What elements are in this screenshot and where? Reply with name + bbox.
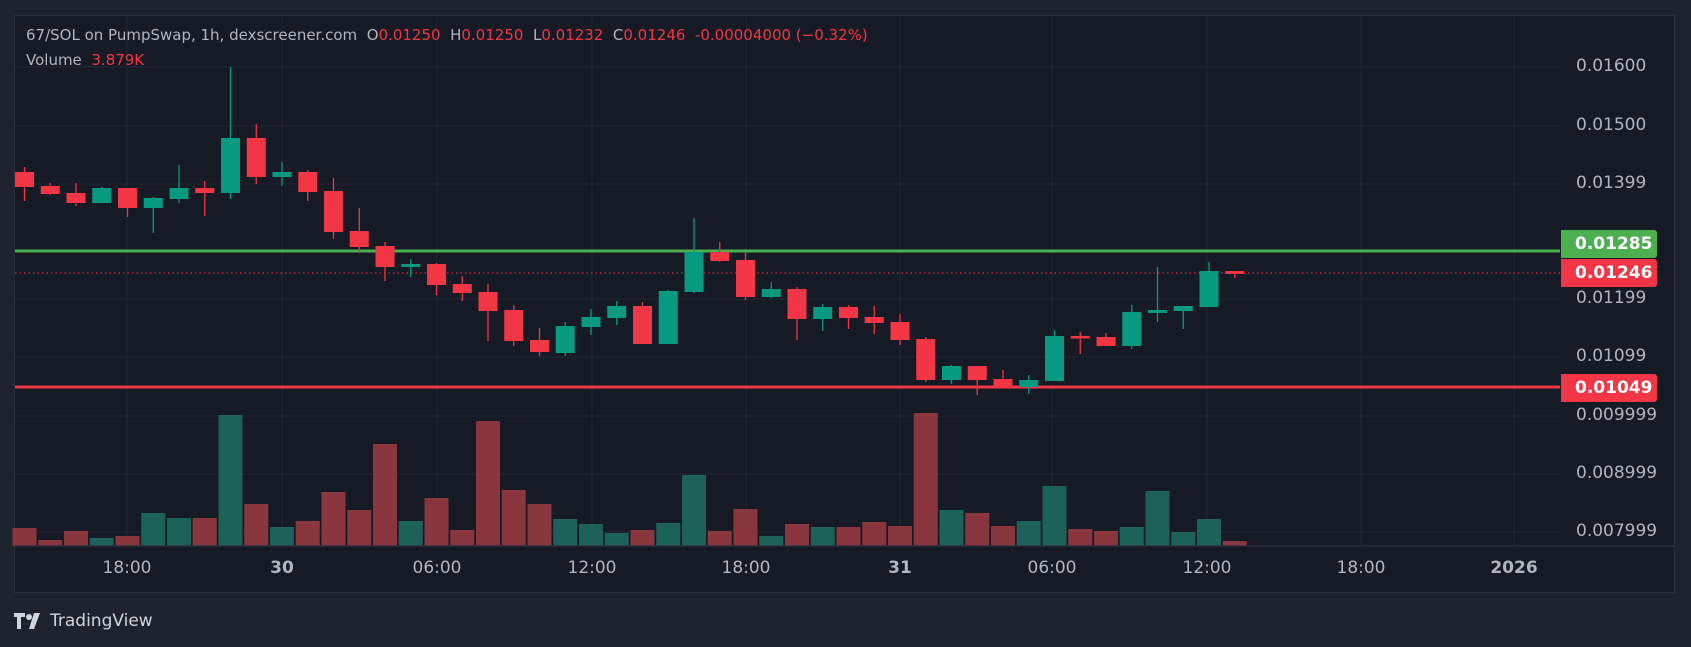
price-tick-label: 0.01500 [1576,115,1647,135]
price-tick-label: 0.008999 [1576,463,1658,483]
open-value: 0.01250 [378,26,441,44]
volume-legend: Volume 3.879K [26,51,145,69]
price-tick-label: 0.007999 [1576,521,1658,541]
time-tick-label: 2026 [1490,558,1538,578]
time-tick-label: 18:00 [721,558,771,578]
tradingview-icon [14,613,40,629]
grid-lines [15,16,1560,546]
volume-bars [12,413,1247,546]
time-tick-label: 30 [270,558,294,578]
time-tick-label: 06:00 [1027,558,1077,578]
price-tag: 0.01246 [1561,259,1657,287]
time-tick-label: 18:00 [1336,558,1386,578]
close-value: 0.01246 [623,26,686,44]
price-tick-label: 0.01099 [1576,346,1647,366]
time-tick-label: 18:00 [102,558,152,578]
price-tick-label: 0.01199 [1576,288,1647,308]
time-tick-label: 31 [888,558,912,578]
time-tick-label: 12:00 [567,558,617,578]
price-tag: 0.01049 [1561,374,1657,402]
symbol-title: 67/SOL on PumpSwap, 1h, dexscreener.com [26,26,358,44]
time-tick-label: 06:00 [412,558,462,578]
change-value: -0.00004000 (−0.32%) [694,26,868,44]
volume-value: 3.879K [91,51,145,69]
candles [15,67,1245,395]
chart-legend: 67/SOL on PumpSwap, 1h, dexscreener.com … [26,26,868,44]
price-tick-label: 0.009999 [1576,405,1658,425]
price-tick-label: 0.01399 [1576,173,1647,193]
time-tick-label: 12:00 [1182,558,1232,578]
horizontal-lines [15,249,1560,389]
price-tick-label: 0.01600 [1576,56,1647,76]
tradingview-logo[interactable]: TradingView [14,611,153,631]
chart-panel[interactable] [14,15,1675,593]
high-value: 0.01250 [461,26,524,44]
low-value: 0.01232 [541,26,604,44]
price-tag: 0.01285 [1561,230,1657,258]
